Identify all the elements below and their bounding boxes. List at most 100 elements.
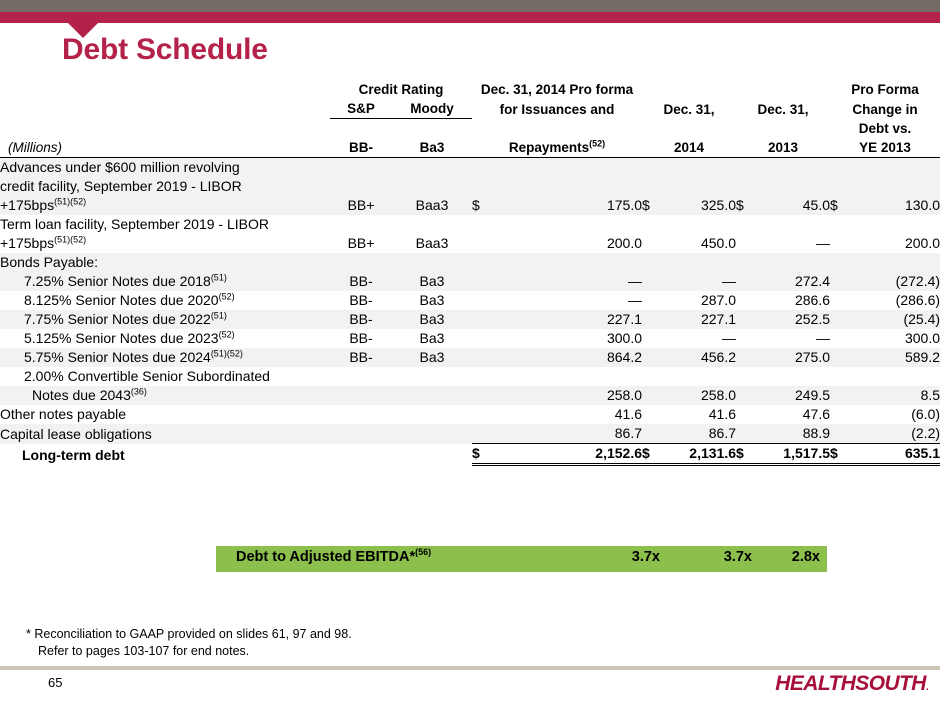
cell-blank [736,157,755,177]
cell-blank [660,177,737,196]
cell-blank [392,424,473,444]
cell-value-notes-2023-1: 300.0 [606,330,643,346]
cell-blank [472,424,491,444]
cell-blank [392,444,472,465]
cell-value-notes-2018-1: — [490,272,643,291]
cell-blank [330,405,392,424]
row-label-other-notes: Other notes payable [0,406,127,422]
cell-blank [736,272,755,291]
debt-to-ebitda-value-2013: 2.8x [791,549,820,565]
cell-moody-notes-2018: Ba3 [392,272,473,291]
header-dec-2014: Dec. 31, [663,101,715,117]
cell-sp-notes-2020: BB- [349,292,373,308]
cell-blank [848,157,940,177]
debt-to-ebitda-label-text: Debt to Adjusted EBITDA* [236,549,416,565]
header-row-4: (Millions) BB- Ba3 Repayments(52) 2014 2… [0,138,940,158]
cell-blank [830,329,848,348]
row-label-notes-2023-text: 5.125% Senior Notes due 2023 [24,330,219,346]
cell-blank [830,310,849,329]
debt-to-ebitda-highlight-bar [216,546,827,572]
cell-currency-revolver-2: $ [642,196,661,215]
cell-blank [392,405,472,424]
row-label-revolver-l2: credit facility, September 2019 - LIBOR [0,177,330,196]
header-moody-rating: Ba3 [392,138,473,158]
cell-value-notes-2020-1: — [628,292,643,308]
row-footnote-notes-2018: (51) [210,272,227,283]
header-proforma-line1: Dec. 31, 2014 Pro forma [480,82,634,97]
cell-blank [642,310,661,329]
cell-blank [490,367,642,386]
table-row: 2.00% Convertible Senior Subordinated [0,367,940,386]
header-blank-3 [736,80,830,99]
row-label-convertible-2043: Notes due 2043(36) [0,386,330,405]
cell-blank [830,272,849,291]
cell-blank [330,444,392,465]
header-blank-6 [330,119,392,139]
cell-blank [642,424,661,444]
row-label-notes-2018-text: 7.25% Senior Notes due 2018 [24,273,211,289]
header-sp-rating: BB- [330,138,392,158]
header-moody: Moody [392,99,473,119]
cell-value-termloan-3: — [816,235,831,251]
header-ye-2013: YE 2013 [830,138,940,158]
cell-blank [330,424,392,444]
cell-moody-termloan: Baa3 [415,235,449,251]
cell-value-total-3: 1,517.5 [754,443,831,466]
row-footnote-notes-2020: (52) [218,291,235,302]
table-row: 5.75% Senior Notes due 2024(51)(52) BB- … [0,348,940,367]
cell-blank [642,177,661,196]
footnotes-block: * Reconciliation to GAAP provided on sli… [26,626,352,660]
header-year-2014: 2014 [642,138,737,158]
cell-value-other-notes-4: (6.0) [911,406,940,422]
row-label-termloan-l2-text: +175bps [0,235,55,251]
row-label-notes-2023: 5.125% Senior Notes due 2023(52) [0,329,330,348]
cell-value-notes-2024-1: 864.2 [490,348,643,367]
cell-value-convertible-3: 249.5 [754,386,831,405]
cell-currency-revolver-3: $ [736,196,755,215]
row-label-convertible-2043-text: Notes due 2043 [32,387,131,403]
cell-value-notes-2022-4: (25.4) [848,310,940,329]
row-label-termloan-l2: +175bps(51)(52) [0,234,330,253]
cell-currency-total-4: $ [830,443,849,466]
cell-blank [736,367,754,386]
cell-value-notes-2024-2: 456.2 [660,348,737,367]
cell-blank [848,215,940,234]
header-blank-9 [642,119,736,139]
cell-blank [830,253,849,272]
row-footnote-termloan: (51)(52) [54,234,87,245]
cell-value-notes-2023-4: 300.0 [904,330,940,346]
debt-to-ebitda-label: Debt to Adjusted EBITDA*(56) [236,548,431,565]
cell-value-notes-2024-4: 589.2 [848,348,940,367]
cell-value-notes-2022-3: 252.5 [754,310,831,329]
cell-blank [472,329,490,348]
cell-blank [830,424,849,444]
cell-blank [736,215,754,234]
debt-schedule-table: Credit Rating Dec. 31, 2014 Pro forma Pr… [0,80,940,466]
cell-blank [392,253,473,272]
row-label-long-term-debt: Long-term debt [22,446,125,463]
table-row: 8.125% Senior Notes due 2020(52) BB- Ba3… [0,291,940,310]
cell-currency-termloan-1 [472,234,490,253]
row-label-notes-2020-text: 8.125% Senior Notes due 2020 [24,292,219,308]
cell-value-total-4: 635.1 [848,443,940,466]
header-credit-rating: Credit Rating [358,82,444,97]
top-band-crimson [0,12,940,23]
cell-blank [754,253,831,272]
cell-value-notes-2022-1: 227.1 [490,310,643,329]
header-debt-vs: Debt vs. [858,121,912,136]
cell-blank [472,272,491,291]
row-footnote-notes-2022: (51) [210,310,227,321]
healthsouth-logo-text: HEALTHSOUTH [775,672,926,695]
cell-blank [830,215,848,234]
cell-value-other-notes-2: 41.6 [708,406,737,422]
cell-value-capital-lease-2: 86.7 [660,424,737,444]
cell-blank [490,177,643,196]
row-footnote-revolver: (51)(52) [54,196,87,207]
cell-currency-termloan-4 [830,234,848,253]
table-row: +175bps(51)(52) BB+ Baa3 $ 175.0 $ 325.0… [0,196,940,215]
cell-blank [642,367,660,386]
cell-value-convertible-1: 258.0 [490,386,643,405]
cell-value-total-1: 2,152.6 [490,443,643,466]
cell-blank [472,291,490,310]
header-dec-2013: Dec. 31, [757,101,809,117]
